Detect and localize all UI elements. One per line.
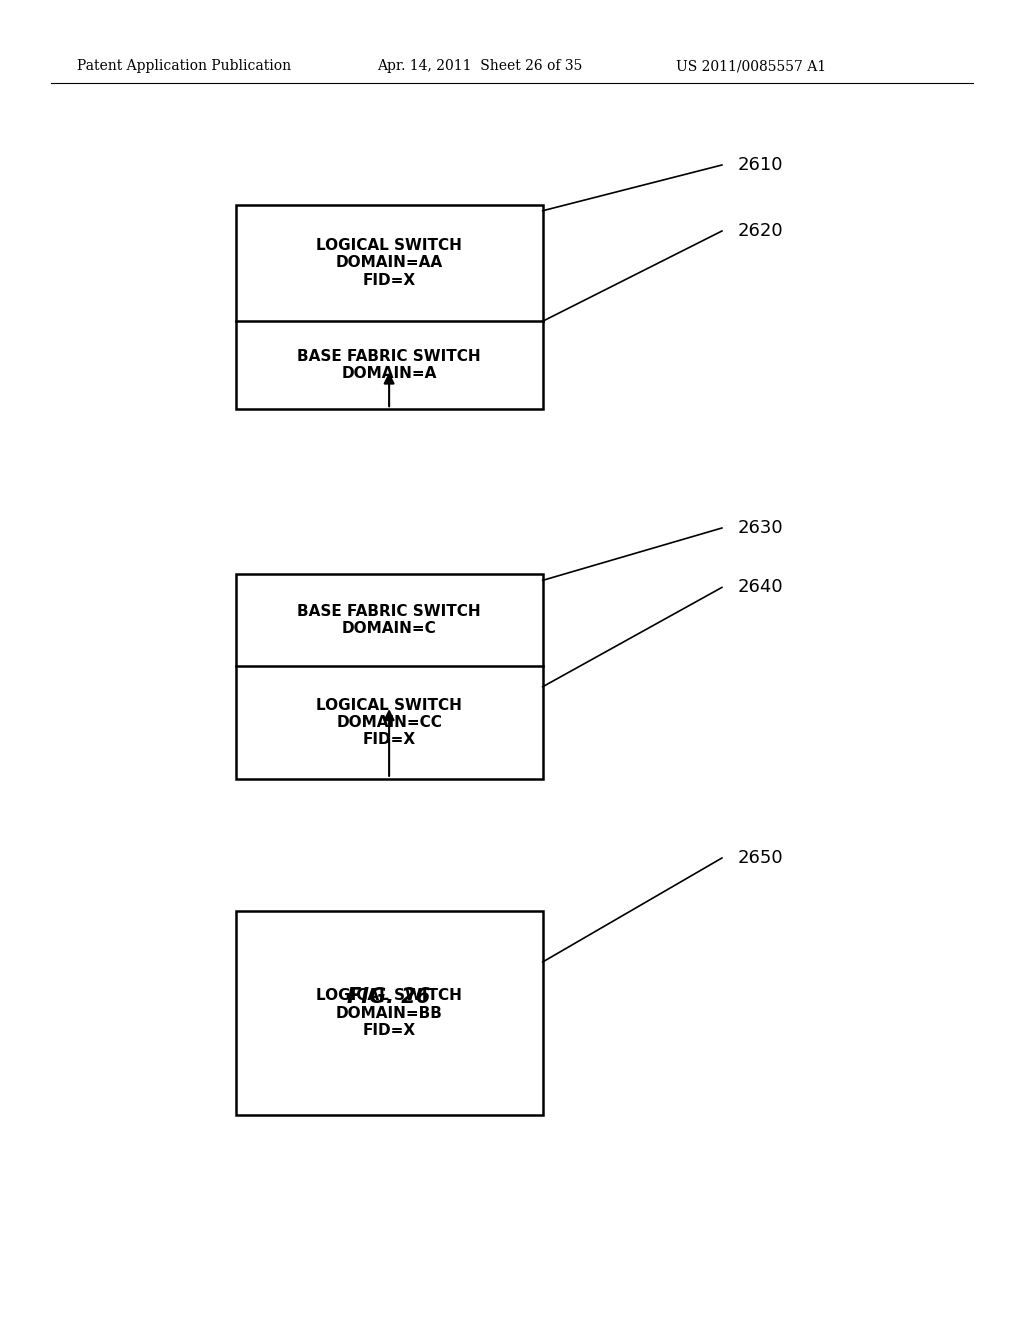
Text: LOGICAL SWITCH
DOMAIN=CC
FID=X: LOGICAL SWITCH DOMAIN=CC FID=X	[316, 698, 462, 747]
Bar	[236, 574, 543, 779]
Text: BASE FABRIC SWITCH
DOMAIN=C: BASE FABRIC SWITCH DOMAIN=C	[297, 605, 481, 636]
Text: 2630: 2630	[737, 519, 783, 537]
Bar	[236, 911, 543, 1115]
Text: Apr. 14, 2011  Sheet 26 of 35: Apr. 14, 2011 Sheet 26 of 35	[377, 59, 583, 73]
Text: LOGICAL SWITCH
DOMAIN=AA
FID=X: LOGICAL SWITCH DOMAIN=AA FID=X	[316, 238, 462, 288]
Bar	[236, 205, 543, 409]
Text: FIG. 26: FIG. 26	[347, 986, 431, 1007]
Text: 2650: 2650	[737, 849, 783, 867]
Text: Patent Application Publication: Patent Application Publication	[77, 59, 291, 73]
Text: LOGICAL SWITCH
DOMAIN=BB
FID=X: LOGICAL SWITCH DOMAIN=BB FID=X	[316, 989, 462, 1038]
Text: 2620: 2620	[737, 222, 783, 240]
Text: US 2011/0085557 A1: US 2011/0085557 A1	[676, 59, 826, 73]
Text: BASE FABRIC SWITCH
DOMAIN=A: BASE FABRIC SWITCH DOMAIN=A	[297, 348, 481, 381]
Text: 2610: 2610	[737, 156, 782, 174]
Text: 2640: 2640	[737, 578, 783, 597]
